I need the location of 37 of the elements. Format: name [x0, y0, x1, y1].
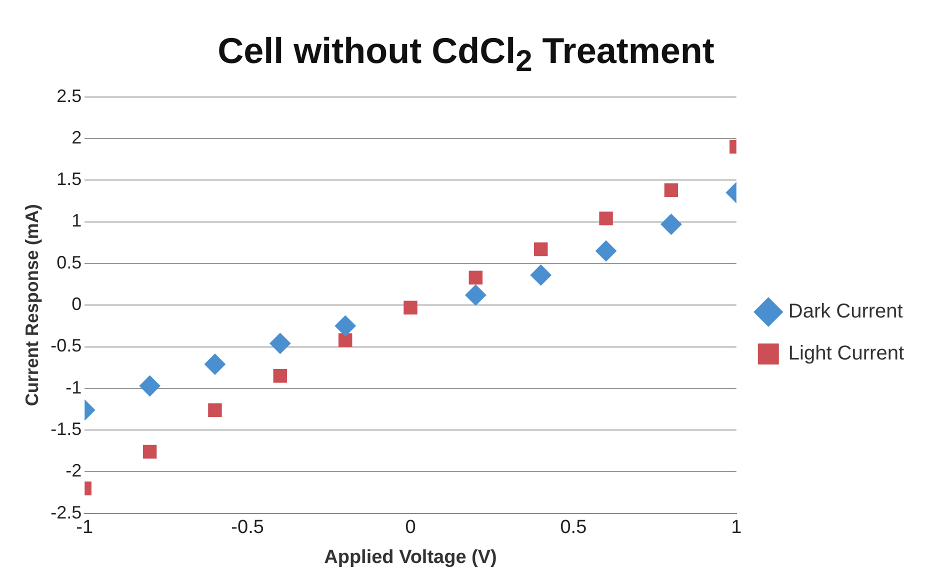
- point: [534, 242, 548, 256]
- y-tick-label: 1: [72, 210, 82, 231]
- x-tick-label: 0.5: [560, 517, 587, 538]
- y-tick-label: 0.5: [56, 252, 82, 273]
- y-tick-label: -1.5: [50, 419, 82, 440]
- point: [530, 264, 552, 286]
- x-axis-title: Applied Voltage (V): [324, 547, 497, 568]
- point: [660, 214, 682, 235]
- y-tick-label: 0: [72, 294, 82, 314]
- point: [270, 333, 291, 354]
- point: [204, 354, 226, 375]
- legend-label: Dark Current: [788, 300, 904, 323]
- x-tick-label: 0: [405, 517, 416, 538]
- point: [139, 376, 160, 397]
- y-tick-label: -2.5: [50, 502, 82, 523]
- point: [338, 333, 352, 348]
- point: [664, 183, 678, 198]
- point: [468, 270, 483, 285]
- point: [599, 212, 613, 226]
- y-tick-label: -2: [66, 460, 82, 481]
- legend-label: Light Current: [788, 342, 904, 365]
- y-axis-title: Current Response (mA): [22, 204, 42, 406]
- y-tick-label: -0.5: [50, 336, 82, 356]
- point: [596, 240, 617, 262]
- x-tick-label: -0.5: [231, 517, 264, 538]
- x-tick-label: 1: [731, 517, 742, 538]
- chart-title: Cell without CdCl$_{2}$ Treatment: [216, 30, 716, 80]
- point: [334, 316, 356, 337]
- y-tick-label: 2: [72, 128, 82, 148]
- point: [404, 300, 418, 315]
- point: [142, 445, 157, 459]
- y-tick-label: 1.5: [56, 169, 82, 190]
- point: [273, 369, 288, 383]
- y-tick-label: 2.5: [56, 86, 82, 106]
- y-tick-label: -1: [66, 378, 82, 398]
- point: [465, 284, 486, 306]
- point: [208, 403, 222, 418]
